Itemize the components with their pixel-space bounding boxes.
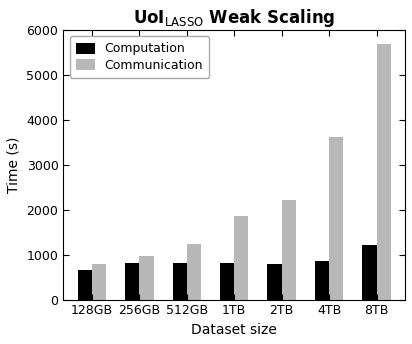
Bar bbox=[139, 257, 154, 300]
Bar bbox=[77, 270, 92, 300]
Title: UoI$_{\mathrm{LASSO}}$ Weak Scaling: UoI$_{\mathrm{LASSO}}$ Weak Scaling bbox=[133, 7, 335, 29]
Bar bbox=[267, 264, 282, 300]
Bar bbox=[362, 245, 377, 300]
X-axis label: Dataset size: Dataset size bbox=[191, 323, 277, 337]
Bar bbox=[315, 260, 329, 300]
Bar bbox=[329, 137, 343, 300]
Bar bbox=[234, 216, 248, 300]
Bar bbox=[125, 263, 139, 300]
Bar bbox=[377, 44, 391, 300]
Bar bbox=[92, 264, 106, 300]
Bar bbox=[282, 200, 296, 300]
Bar bbox=[173, 263, 187, 300]
Legend: Computation, Communication: Computation, Communication bbox=[70, 36, 209, 78]
Bar bbox=[220, 263, 234, 300]
Y-axis label: Time (s): Time (s) bbox=[7, 137, 21, 193]
Bar bbox=[187, 244, 201, 300]
